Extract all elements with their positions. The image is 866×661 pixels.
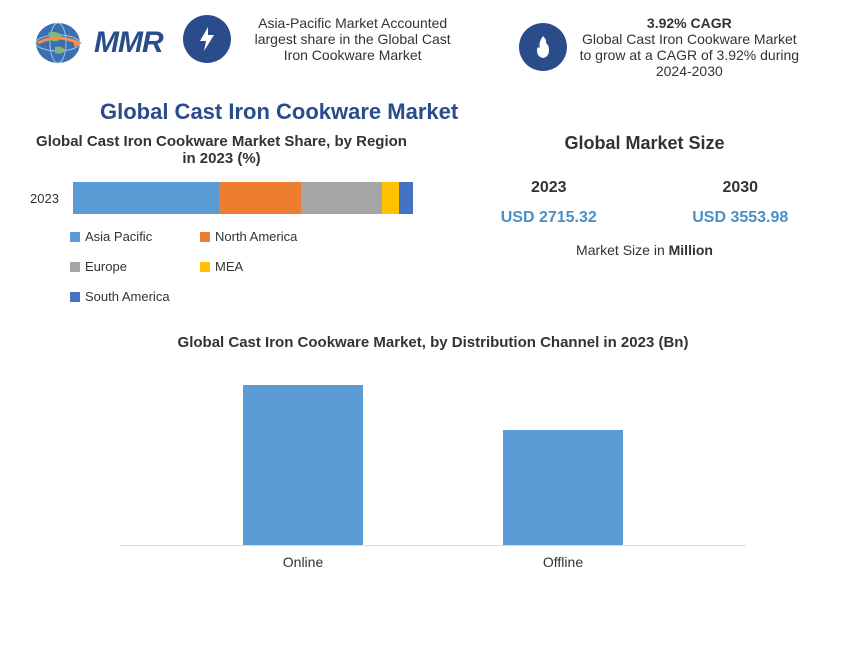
cagr-text: Global Cast Iron Cookware Market to grow… (579, 31, 799, 79)
hbar-seg-mea (382, 182, 399, 214)
callout-text-1: Asia-Pacific Market Accounted largest sh… (243, 15, 463, 63)
ms-caption-pre: Market Size in (576, 242, 669, 258)
cagr-title: 3.92% CAGR (579, 15, 799, 31)
legend-label: South America (85, 289, 170, 304)
dist-bar-offline (503, 430, 623, 545)
legend-item-europe: Europe (70, 259, 170, 274)
legend-label: MEA (215, 259, 243, 274)
stacked-bar (73, 182, 413, 214)
distribution-chart (120, 366, 746, 546)
distribution-labels: Online Offline (120, 554, 746, 570)
region-chart: Global Cast Iron Cookware Market Share, … (30, 133, 413, 304)
region-chart-title: Global Cast Iron Cookware Market Share, … (30, 133, 413, 167)
market-size-col-2023: 2023 USD 2715.32 (501, 179, 597, 227)
hbar-row: 2023 (30, 182, 413, 214)
header-row: MMR Asia-Pacific Market Accounted larges… (30, 15, 836, 79)
ms-year-1: 2030 (692, 179, 788, 197)
dist-bar-online (243, 385, 363, 545)
market-size-block: Global Market Size 2023 USD 2715.32 2030… (453, 133, 836, 304)
ms-val-0: USD 2715.32 (501, 209, 597, 227)
hbar-year-label: 2023 (30, 191, 65, 206)
market-size-caption: Market Size in Million (453, 242, 836, 258)
legend-item-south-america: South America (70, 289, 170, 304)
ms-caption-bold: Million (669, 242, 713, 258)
mid-row: Global Cast Iron Cookware Market Share, … (30, 133, 836, 304)
dist-label-offline: Offline (503, 554, 623, 570)
hbar-seg-north-america (219, 182, 301, 214)
hbar-seg-europe (301, 182, 383, 214)
distribution-block: Global Cast Iron Cookware Market, by Dis… (30, 334, 836, 570)
legend-label: Europe (85, 259, 127, 274)
legend-swatch (200, 232, 210, 242)
main-title: Global Cast Iron Cookware Market (100, 99, 836, 125)
market-size-col-2030: 2030 USD 3553.98 (692, 179, 788, 227)
legend-label: Asia Pacific (85, 229, 152, 244)
distribution-title: Global Cast Iron Cookware Market, by Dis… (30, 334, 836, 351)
legend-label: North America (215, 229, 297, 244)
legend-swatch (70, 262, 80, 272)
legend-swatch (70, 232, 80, 242)
globe-icon (30, 15, 90, 70)
legend-item-north-america: North America (200, 229, 300, 244)
legend-swatch (70, 292, 80, 302)
flame-icon (519, 23, 567, 71)
callout-text-2: 3.92% CAGR Global Cast Iron Cookware Mar… (579, 15, 799, 79)
logo-text: MMR (94, 26, 163, 60)
hbar-seg-asia-pacific (73, 182, 219, 214)
legend-swatch (200, 262, 210, 272)
region-legend: Asia Pacific North America Europe MEA South … (30, 229, 413, 304)
ms-year-0: 2023 (501, 179, 597, 197)
ms-val-1: USD 3553.98 (692, 209, 788, 227)
callout-asia-pacific: Asia-Pacific Market Accounted largest sh… (183, 15, 500, 63)
dist-label-online: Online (243, 554, 363, 570)
market-size-columns: 2023 USD 2715.32 2030 USD 3553.98 (453, 179, 836, 227)
hbar-seg-south-america (399, 182, 413, 214)
logo: MMR (30, 15, 163, 70)
bolt-icon (183, 15, 231, 63)
market-size-title: Global Market Size (453, 133, 836, 154)
callout-cagr: 3.92% CAGR Global Cast Iron Cookware Mar… (519, 15, 836, 79)
legend-item-mea: MEA (200, 259, 300, 274)
legend-item-asia-pacific: Asia Pacific (70, 229, 170, 244)
